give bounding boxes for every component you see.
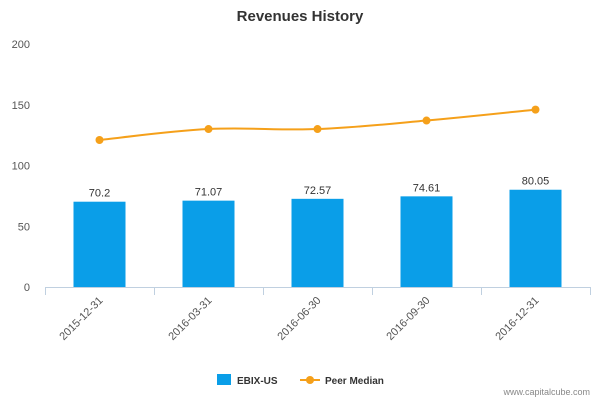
y-tick-label: 50 [18, 221, 30, 233]
y-tick-label: 150 [12, 100, 30, 112]
peer-median-point [204, 125, 213, 134]
legend[interactable]: EBIX-US Peer Median [217, 374, 384, 387]
peer-median-line [99, 108, 536, 141]
x-tick-label: 2016-06-30 [275, 295, 323, 343]
x-tick-label: 2016-12-31 [493, 295, 541, 343]
bars-group [73, 189, 562, 287]
legend-label-ebix: EBIX-US [237, 376, 278, 387]
data-labels-group: 70.2 71.07 72.57 74.61 80.05 [89, 176, 549, 200]
chart-title: Revenues History [237, 8, 364, 25]
legend-swatch-ebix [217, 374, 231, 385]
legend-swatch-peer-marker [306, 376, 314, 384]
bar-ebix [400, 196, 453, 287]
legend-label-peer: Peer Median [325, 376, 384, 387]
x-tick-label: 2015-12-31 [57, 295, 105, 343]
bar-data-label: 80.05 [522, 176, 550, 188]
bar-data-label: 71.07 [195, 187, 223, 199]
credit-text: www.capitalcube.com [502, 387, 590, 397]
y-tick-label: 0 [24, 282, 30, 294]
x-tick-label: 2016-03-31 [166, 295, 214, 343]
bar-data-label: 70.2 [89, 188, 110, 200]
peer-median-point [422, 116, 431, 125]
bar-data-label: 74.61 [413, 182, 441, 194]
bar-ebix [291, 198, 344, 287]
peer-median-point [95, 135, 104, 144]
bar-ebix [182, 200, 235, 287]
bar-ebix [509, 189, 562, 287]
x-tick-label: 2016-09-30 [384, 295, 432, 343]
y-tick-label: 100 [12, 161, 30, 173]
y-tick-label: 200 [12, 39, 30, 51]
bar-ebix [73, 201, 126, 287]
peer-median-point [531, 105, 540, 114]
bar-data-label: 72.57 [304, 185, 332, 197]
peer-median-point [313, 125, 322, 134]
peer-line-group [95, 105, 540, 144]
